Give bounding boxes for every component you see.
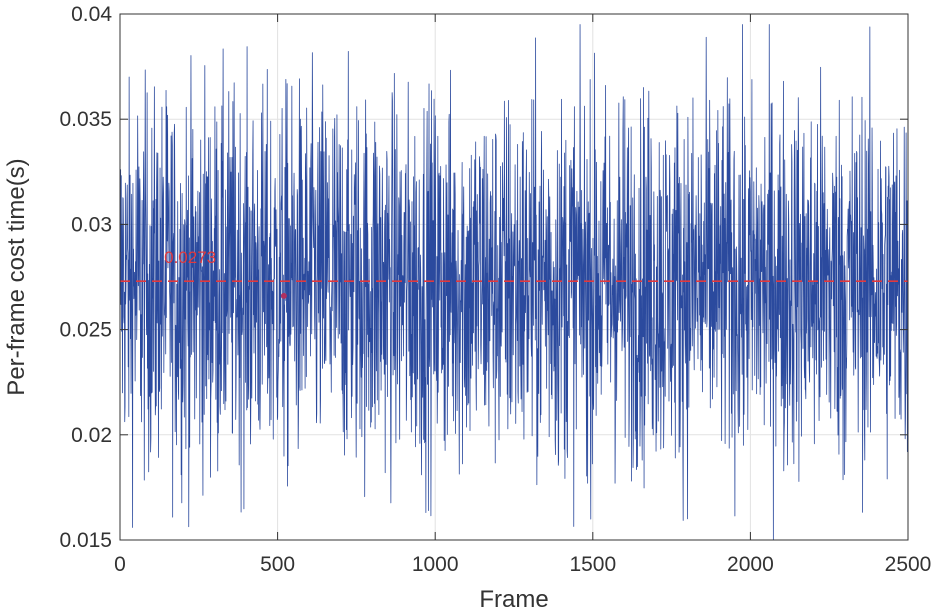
y-tick-label: 0.015 xyxy=(59,529,112,552)
reference-group: 0.0273 xyxy=(120,248,908,283)
y-tick-label: 0.04 xyxy=(71,3,112,26)
x-tick-label: 1500 xyxy=(569,553,616,576)
x-axis-label: Frame xyxy=(479,586,548,613)
y-tick-label: 0.025 xyxy=(59,319,112,342)
axis-ticks: 0 500 1000 1500 2000 2500 0.015 0.02 0.025 0.03 0.… xyxy=(59,3,931,576)
x-tick-label: 1000 xyxy=(412,553,459,576)
x-tick-label: 500 xyxy=(260,553,295,576)
y-tick-label: 0.035 xyxy=(59,108,112,131)
mean-reference-label: 0.0273 xyxy=(164,248,216,267)
x-tick-label: 0 xyxy=(114,553,126,576)
x-tick-label: 2500 xyxy=(885,553,932,576)
x-tick-label: 2000 xyxy=(727,553,774,576)
annotation-marker xyxy=(280,292,287,299)
annotation-group xyxy=(280,292,287,299)
y-axis-label: Per-frame cost time(s) xyxy=(3,158,30,395)
plot-frame xyxy=(119,13,909,541)
y-tick-label: 0.03 xyxy=(71,213,112,236)
y-tick-label: 0.02 xyxy=(71,424,112,447)
